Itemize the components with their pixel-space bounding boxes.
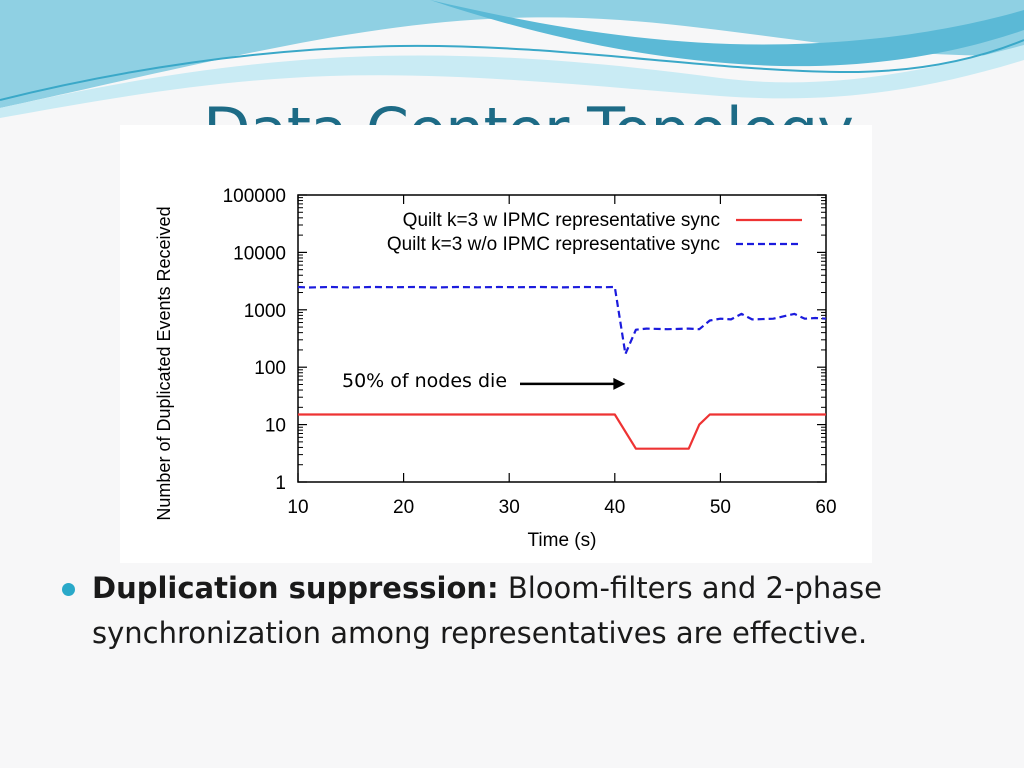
- wave-band-light: [0, 45, 1024, 118]
- legend-label-1: Quilt k=3 w IPMC representative sync: [403, 210, 720, 231]
- y-tick-label: 100: [254, 358, 286, 379]
- annotation-text: 50% of nodes die: [342, 370, 507, 392]
- y-tick-label: 10000: [233, 243, 286, 264]
- bullet-bold-text: Duplication suppression:: [92, 571, 499, 605]
- y-axis-label: Number of Duplicated Events Received: [154, 206, 174, 520]
- y-tick-label: 1: [275, 473, 286, 494]
- annotation-arrow-head: [613, 377, 626, 390]
- plot-frame: [297, 194, 827, 483]
- chart-panel: 1 10 100 1000 10000 100000 10 20 30 40 50 60 Time (s…: [120, 125, 872, 563]
- wave-band-top: [0, 0, 1024, 108]
- x-tick-label: 20: [393, 497, 414, 518]
- wave-band-dark: [430, 0, 1024, 67]
- legend-label-2: Quilt k=3 w/o IPMC representative sync: [387, 234, 720, 255]
- header-wave-decoration: [0, 0, 1024, 118]
- series-line-1: [298, 413, 826, 450]
- y-tick-label: 100000: [223, 186, 286, 207]
- bullet-body-text: Bloom-filters and 2-phase synchronizatio…: [92, 571, 882, 650]
- x-tick-label: 50: [710, 497, 731, 518]
- x-tick-label: 10: [287, 497, 308, 518]
- x-tick-label: 40: [604, 497, 625, 518]
- x-tick-label: 30: [499, 497, 520, 518]
- y-tick-label: 1000: [244, 301, 286, 322]
- series-line-2: [297, 285, 827, 356]
- wave-line: [0, 39, 1024, 101]
- x-axis-label: Time (s): [528, 530, 597, 551]
- x-tick-label: 60: [815, 497, 836, 518]
- bullet-item: Duplication suppression: Bloom-filters a…: [92, 566, 972, 656]
- y-tick-label: 10: [265, 416, 286, 437]
- bullet-marker-icon: [62, 583, 75, 596]
